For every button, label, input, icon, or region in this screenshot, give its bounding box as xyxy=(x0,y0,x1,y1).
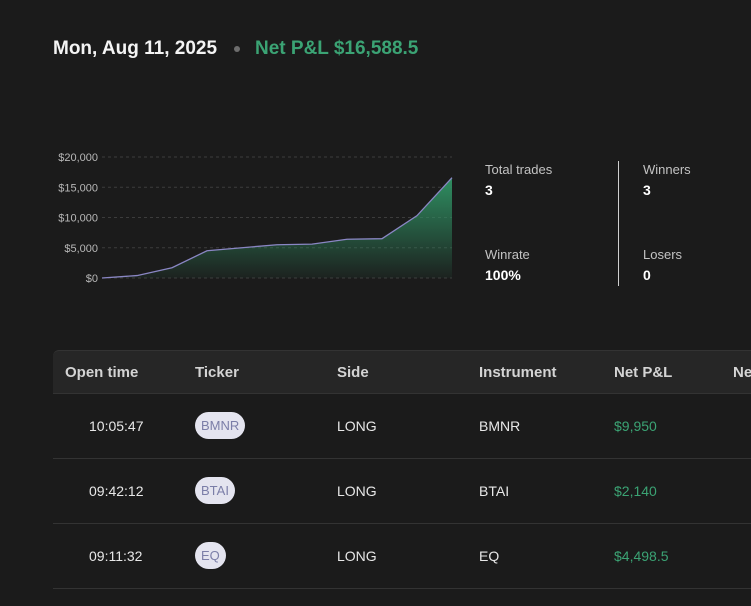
stat-winrate-value: 100% xyxy=(485,267,521,283)
stats-divider xyxy=(618,161,619,286)
cell-open-time: 10:05:47 xyxy=(89,418,144,434)
stats-panel: Total trades 3 Winners 3 Winrate 100% Lo… xyxy=(485,160,751,290)
column-header-side[interactable]: Side xyxy=(337,364,369,381)
cell-net-pnl: $2,140 xyxy=(614,483,657,499)
column-header-ticker[interactable]: Ticker xyxy=(195,364,239,381)
cumulative-pnl-chart: $0 $5,000 $10,000 $15,000 $20,000 xyxy=(0,140,470,300)
column-header-instrument[interactable]: Instrument xyxy=(479,364,557,381)
cell-side: LONG xyxy=(337,483,377,499)
cell-side: LONG xyxy=(337,418,377,434)
day-net-pnl: Net P&L $16,588.5 xyxy=(255,38,419,59)
stat-winners-label: Winners xyxy=(643,162,691,177)
y-tick-label: $15,000 xyxy=(58,182,98,194)
stat-winners-value: 3 xyxy=(643,182,651,198)
chart-svg: $0 $5,000 $10,000 $15,000 $20,000 xyxy=(58,152,453,285)
cell-instrument: BMNR xyxy=(479,418,521,434)
day-header: Mon, Aug 11, 2025 Net P&L $16,588.5 xyxy=(53,38,418,60)
cell-instrument: BTAI xyxy=(479,483,510,499)
ticker-badge[interactable]: BMNR xyxy=(195,412,246,439)
table-row[interactable]: 09:42:12 BTAI LONG BTAI $2,140 xyxy=(53,459,751,524)
ticker-badge[interactable]: EQ xyxy=(195,542,226,569)
cell-instrument: EQ xyxy=(479,548,500,564)
cell-side: LONG xyxy=(337,548,377,564)
pnl-area xyxy=(102,177,452,278)
y-tick-label: $5,000 xyxy=(64,243,98,255)
y-tick-label: $20,000 xyxy=(58,152,98,164)
stat-total-trades-label: Total trades xyxy=(485,162,553,177)
table-header-row: Open time Ticker Side Instrument Net P&L… xyxy=(53,350,751,394)
stat-losers-label: Losers xyxy=(643,247,683,262)
stat-losers-value: 0 xyxy=(643,267,651,283)
trades-table: Open time Ticker Side Instrument Net P&L… xyxy=(53,350,751,606)
y-tick-label: $0 xyxy=(86,273,98,285)
cell-open-time: 09:42:12 xyxy=(89,483,144,499)
y-tick-label: $10,000 xyxy=(58,213,98,225)
table-row[interactable]: 10:05:47 BMNR LONG BMNR $9,950 xyxy=(53,394,751,459)
stat-winrate-label: Winrate xyxy=(485,247,530,262)
column-header-net-pnl[interactable]: Net P&L xyxy=(614,364,673,381)
cell-net-pnl: $9,950 xyxy=(614,418,657,434)
cell-open-time: 09:11:32 xyxy=(89,548,143,564)
stat-losers: Losers 0 xyxy=(643,247,751,283)
ticker-badge[interactable]: BTAI xyxy=(195,477,235,504)
cell-net-pnl: $4,498.5 xyxy=(614,548,669,564)
table-row[interactable]: 09:11:32 EQ LONG EQ $4,498.5 xyxy=(53,524,751,589)
stat-total-trades: Total trades 3 xyxy=(485,162,625,198)
stat-winrate: Winrate 100% xyxy=(485,247,625,283)
day-date: Mon, Aug 11, 2025 xyxy=(53,38,218,59)
column-header-net-truncated[interactable]: Ne xyxy=(733,364,751,381)
column-header-open-time[interactable]: Open time xyxy=(65,364,139,381)
stat-total-trades-value: 3 xyxy=(485,182,493,198)
separator-dot xyxy=(234,46,241,52)
stat-winners: Winners 3 xyxy=(643,162,751,198)
